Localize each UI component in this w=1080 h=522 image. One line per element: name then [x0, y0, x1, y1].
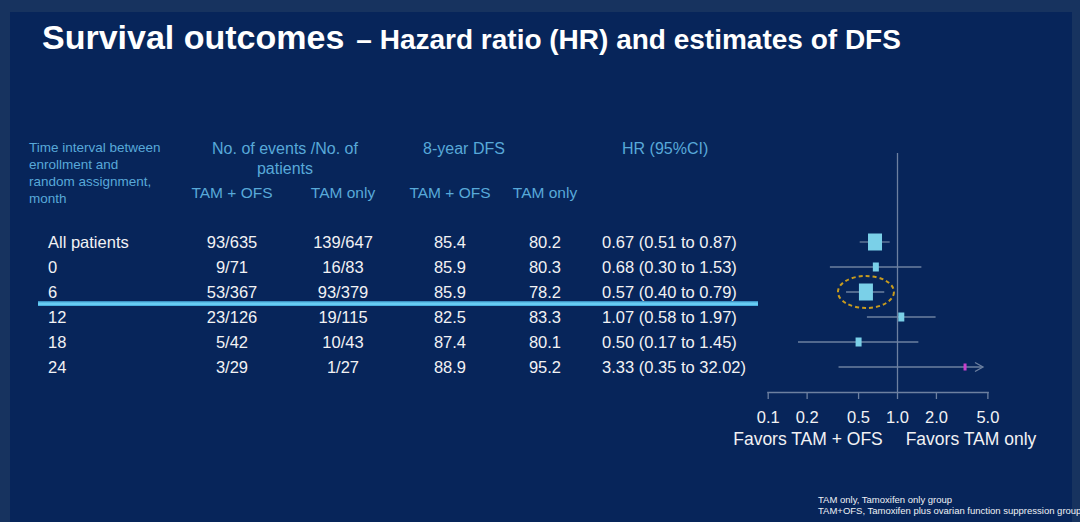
- column-group-header-dfs: 8-year DFS: [394, 139, 534, 159]
- table-cell: 23/126: [172, 305, 292, 330]
- table-cell: 1/27: [292, 355, 394, 380]
- slide-top-border: [0, 0, 1080, 12]
- x-tick-label: 1.0: [886, 408, 909, 426]
- hr-marker: [856, 338, 862, 347]
- hr-marker: [873, 263, 879, 272]
- sub-header-events-tam-only: TAM only: [292, 183, 394, 203]
- table-cell: 85.4: [394, 230, 506, 255]
- row-label: All patients: [42, 230, 172, 255]
- hr-marker: [898, 313, 904, 322]
- footnote-tam-ofs: TAM+OFS, Tamoxifen plus ovarian function…: [818, 505, 1080, 516]
- highlight-ellipse: [838, 276, 894, 308]
- table-cell: 16/83: [292, 255, 394, 280]
- page-title-main: Survival outcomes: [42, 18, 344, 57]
- table-cell: 80.3: [506, 255, 584, 280]
- slide-right-border: [1072, 0, 1080, 522]
- row-label: 0: [42, 255, 172, 280]
- row-highlight-underline: [38, 301, 758, 306]
- favors-left-label: Favors TAM + OFS: [733, 429, 883, 449]
- table-cell-hr: 0.50 (0.17 to 1.45): [584, 330, 790, 355]
- table-cell: 80.2: [506, 230, 584, 255]
- sub-header-dfs-tam-only: TAM only: [506, 183, 584, 203]
- column-group-header-events: No. of events /No. of patients: [185, 139, 385, 159]
- table-cell: 9/71: [172, 255, 292, 280]
- slide-left-border: [0, 0, 10, 522]
- table-cell: 19/115: [292, 305, 394, 330]
- table-cell: 80.1: [506, 330, 584, 355]
- table-cell-hr: 1.07 (0.58 to 1.97): [584, 305, 790, 330]
- table-cell: 3/29: [172, 355, 292, 380]
- footnote-tam-only: TAM only, Tamoxifen only group: [818, 494, 1080, 505]
- page-title: Survival outcomes – Hazard ratio (HR) an…: [42, 18, 901, 57]
- table-cell: 95.2: [506, 355, 584, 380]
- x-tick-label: 2.0: [925, 408, 948, 426]
- x-tick-label: 0.1: [757, 408, 780, 426]
- sub-header-dfs-tam-ofs: TAM + OFS: [394, 183, 506, 203]
- arrow-right-icon: [975, 363, 983, 372]
- table-cell: 88.9: [394, 355, 506, 380]
- footnotes: TAM only, Tamoxifen only group TAM+OFS, …: [818, 494, 1080, 516]
- table-cell-hr: 0.67 (0.51 to 0.87): [584, 230, 790, 255]
- x-tick-label: 5.0: [976, 408, 999, 426]
- table-cell-hr: 0.68 (0.30 to 1.53): [584, 255, 790, 280]
- x-tick-label: 0.2: [796, 408, 819, 426]
- row-label: 18: [42, 330, 172, 355]
- table-cell: 139/647: [292, 230, 394, 255]
- column-group-header-hr: HR (95%CI): [622, 139, 822, 159]
- page-title-sub: – Hazard ratio (HR) and estimates of DFS: [356, 24, 901, 56]
- table-cell-hr: 3.33 (0.35 to 32.02): [584, 355, 790, 380]
- row-label: 12: [42, 305, 172, 330]
- slide: Survival outcomes – Hazard ratio (HR) an…: [0, 0, 1080, 522]
- hr-marker: [868, 234, 882, 251]
- sub-header-events-tam-ofs: TAM + OFS: [172, 183, 292, 203]
- table-cell: 93/635: [172, 230, 292, 255]
- table-cell: 87.4: [394, 330, 506, 355]
- table-cell: 82.5: [394, 305, 506, 330]
- hr-marker: [964, 364, 967, 371]
- table-cell: 5/42: [172, 330, 292, 355]
- x-tick-label: 0.5: [847, 408, 870, 426]
- favors-right-label: Favors TAM only: [906, 429, 1037, 449]
- table-cell: 83.3: [506, 305, 584, 330]
- table-cell: 85.9: [394, 255, 506, 280]
- row-label: 24: [42, 355, 172, 380]
- table-cell: 10/43: [292, 330, 394, 355]
- hr-marker: [859, 284, 873, 301]
